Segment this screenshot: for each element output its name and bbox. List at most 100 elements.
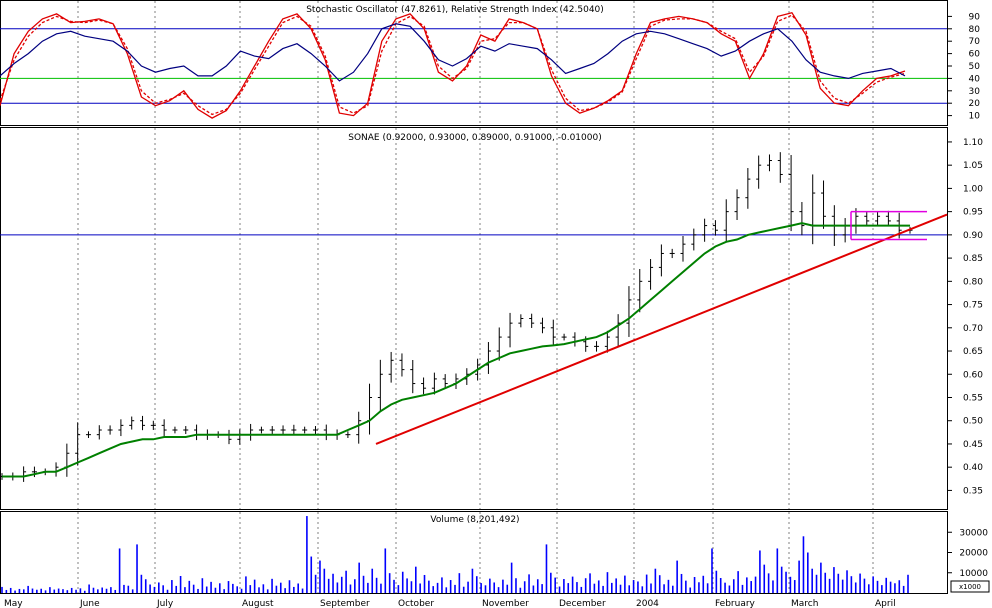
x-tick-label-1: June <box>79 599 100 608</box>
volume-tick-label-20000: 20000 <box>959 549 988 559</box>
price-bar-36 <box>388 351 394 383</box>
x-tick-label-2: July <box>156 599 174 608</box>
price-bar-3 <box>31 466 37 478</box>
price-bar-29 <box>312 426 318 434</box>
price-bar-16 <box>172 426 178 434</box>
x-tick-label-5: October <box>398 599 434 608</box>
x-tick-label-6: November <box>482 599 529 608</box>
x-tick-label-4: September <box>320 599 370 608</box>
price-bar-71 <box>766 154 772 172</box>
price-bar-74 <box>799 202 805 236</box>
price-bar-62 <box>669 248 675 259</box>
price-bar-70 <box>756 155 762 189</box>
price-bars <box>0 152 913 482</box>
price-bar-47 <box>507 312 513 348</box>
price-bar-7 <box>75 422 81 466</box>
price-bar-49 <box>529 313 535 328</box>
price-bar-8 <box>85 431 91 439</box>
price-tick-label-0.85: 0.85 <box>963 254 983 264</box>
volume-tick-label-10000: 10000 <box>959 569 988 579</box>
price-bar-39 <box>421 377 427 395</box>
x-tick-label-3: August <box>242 599 274 608</box>
month-gridlines <box>77 1 874 593</box>
volume-bars <box>1 516 909 593</box>
price-tick-label-0.55: 0.55 <box>963 393 983 403</box>
price-bar-37 <box>399 353 405 377</box>
price-tick-label-0.75: 0.75 <box>963 301 983 311</box>
price-bar-76 <box>821 180 827 229</box>
price-tick-label-0.50: 0.50 <box>963 417 983 427</box>
price-bar-12 <box>129 416 135 430</box>
x-tick-label-11: April <box>875 599 896 608</box>
price-tick-label-1.00: 1.00 <box>963 184 983 194</box>
price-bar-26 <box>280 425 286 435</box>
price-bar-64 <box>691 228 697 251</box>
price-bar-61 <box>658 244 664 277</box>
price-bar-27 <box>291 424 297 436</box>
price-bar-68 <box>734 189 740 220</box>
price-bar-33 <box>356 411 362 444</box>
price-bar-15 <box>161 419 167 437</box>
price-trendline <box>375 213 948 445</box>
price-bar-63 <box>680 236 686 262</box>
osc-tick-label-80: 80 <box>969 25 981 35</box>
price-tick-label-0.90: 0.90 <box>963 231 983 241</box>
x-tick-label-0: May <box>4 599 23 608</box>
oscillator-panel: 10 20 30 40 50 60 70 80 90 <box>0 11 981 122</box>
price-bar-73 <box>788 155 794 232</box>
price-bar-32 <box>345 431 351 439</box>
volume-unit-label: x1000 <box>959 583 981 591</box>
price-bar-13 <box>140 415 146 431</box>
price-tick-label-0.95: 0.95 <box>963 208 983 218</box>
osc-tick-label-60: 60 <box>969 50 981 60</box>
price-bar-80 <box>864 212 870 226</box>
price-bar-9 <box>96 425 102 440</box>
price-bar-69 <box>745 168 751 209</box>
osc-tick-label-20: 20 <box>969 99 981 109</box>
price-bar-72 <box>777 152 783 183</box>
price-bar-38 <box>410 359 416 394</box>
price-bar-17 <box>183 426 189 434</box>
price-bar-56 <box>604 330 610 353</box>
price-tick-label-0.60: 0.60 <box>963 370 983 380</box>
price-bar-65 <box>702 218 708 242</box>
x-tick-label-8: 2004 <box>636 599 659 608</box>
price-moving-average <box>2 222 910 478</box>
price-title: SONAE (0.92000, 0.93000, 0.89000, 0.9100… <box>348 133 601 143</box>
price-bar-11 <box>118 419 124 437</box>
price-bar-46 <box>496 327 502 361</box>
volume-unit-box <box>950 580 990 593</box>
osc-tick-label-70: 70 <box>969 37 981 47</box>
oscillator-panel-frame <box>0 0 948 126</box>
panel-frames <box>0 0 948 594</box>
osc-series-stoch_d <box>0 14 906 116</box>
x-axis: May June July August September October Novembe… <box>4 599 896 608</box>
price-tick-label-0.40: 0.40 <box>963 463 983 473</box>
volume-tick-label-30000: 30000 <box>959 528 988 538</box>
price-panel: 0.35 0.40 0.45 0.50 0.55 0.60 0.65 0.70 0.75 0.80… <box>0 138 983 496</box>
price-bar-51 <box>550 319 556 346</box>
price-bar-10 <box>107 425 113 435</box>
price-bar-58 <box>626 286 632 337</box>
volume-title: Volume (8,201,492) <box>430 515 519 525</box>
price-bar-35 <box>377 359 383 412</box>
price-bar-25 <box>269 426 275 434</box>
x-tick-label-9: February <box>715 599 756 608</box>
price-tick-label-0.65: 0.65 <box>963 347 983 357</box>
price-bar-59 <box>637 268 643 313</box>
price-bar-52 <box>561 333 567 341</box>
price-bar-60 <box>648 259 654 290</box>
price-bar-81 <box>875 211 881 226</box>
price-bar-82 <box>885 210 891 227</box>
price-bar-14 <box>150 420 156 430</box>
price-bar-55 <box>594 341 600 352</box>
oscillator-title: Stochastic Oscillator (47.8261), Relativ… <box>306 5 604 15</box>
volume-panel: 10000 20000 30000 <box>1 516 988 593</box>
price-bar-66 <box>712 220 718 236</box>
osc-series-stoch_k <box>0 11 906 119</box>
price-bar-67 <box>723 199 729 243</box>
price-tick-label-1.05: 1.05 <box>963 161 983 171</box>
osc-tick-label-30: 30 <box>969 87 981 97</box>
